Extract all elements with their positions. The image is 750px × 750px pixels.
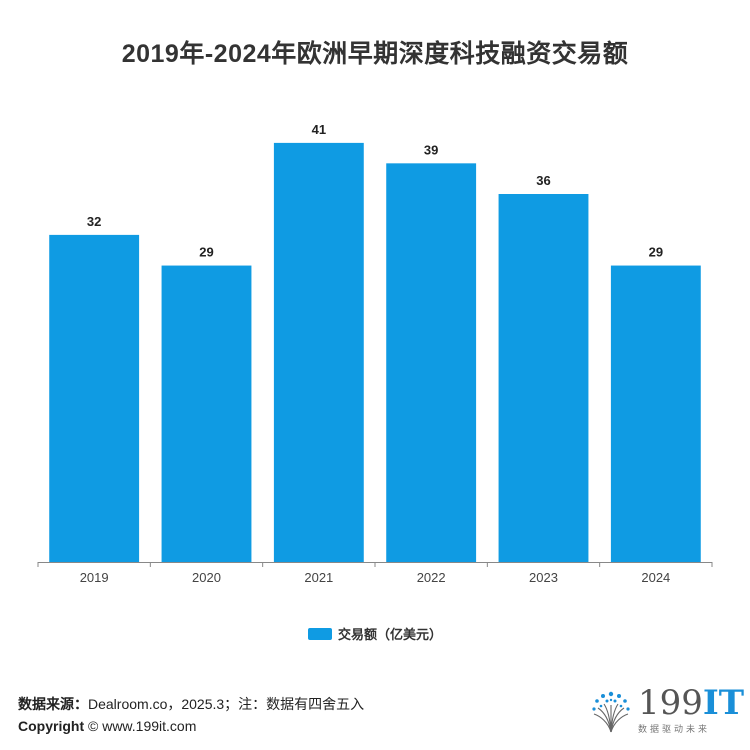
x-tick-label-2023: 2023 <box>529 570 558 585</box>
x-tick-label-2021: 2021 <box>304 570 333 585</box>
value-labels-group: 32 29 41 39 36 29 <box>87 122 663 260</box>
legend-label: 交易额（亿美元） <box>337 627 442 642</box>
x-tick-label-2019: 2019 <box>80 570 109 585</box>
legend-swatch <box>307 627 332 640</box>
logo-wordmark: 199IT <box>638 686 744 720</box>
value-label-2024: 29 <box>649 245 663 260</box>
bar-2023 <box>498 194 589 562</box>
bar-2022 <box>386 163 477 563</box>
copyright-label: Copyright <box>18 718 85 734</box>
legend: 交易额（亿美元） <box>0 624 750 643</box>
data-source: 数据来源：Dealroom.co，2025.3；注：数据有四舍五入 <box>18 694 364 714</box>
x-tick-label-2020: 2020 <box>192 570 221 585</box>
logo-slogan: 数据驱动未来 <box>638 724 711 734</box>
bar-chart: 32 29 41 39 36 29 2019 2020 2021 2022 2023 2024 <box>37 122 713 585</box>
logo-accent-text: IT <box>702 683 745 723</box>
x-tick-label-2024: 2024 <box>641 570 670 585</box>
data-source-text: Dealroom.co，2025.3；注：数据有四舍五入 <box>88 696 365 712</box>
copyright-text: © www.199it.com <box>88 718 197 734</box>
bar-2024 <box>610 265 701 562</box>
bar-2020 <box>161 265 252 562</box>
bars-group <box>49 142 701 563</box>
data-source-label: 数据来源： <box>18 696 88 712</box>
x-axis <box>37 562 713 567</box>
value-label-2021: 41 <box>312 122 326 137</box>
value-label-2022: 39 <box>424 142 438 157</box>
logo-main-text: 199 <box>638 683 703 723</box>
chart-title: 2019年-2024年欧洲早期深度科技融资交易额 <box>121 40 629 68</box>
value-label-2019: 32 <box>87 214 101 229</box>
copyright: Copyright © www.199it.com <box>18 718 196 734</box>
x-tick-label-2022: 2022 <box>417 570 446 585</box>
bar-2021 <box>273 142 364 562</box>
brand-logo: 199IT 数据驱动未来 <box>588 686 744 735</box>
x-tick-labels-group: 2019 2020 2021 2022 2023 2024 <box>80 570 671 585</box>
value-label-2020: 29 <box>199 245 213 260</box>
bar-2019 <box>49 234 140 562</box>
value-label-2023: 36 <box>536 173 550 188</box>
logo-burst-icon <box>592 691 630 732</box>
